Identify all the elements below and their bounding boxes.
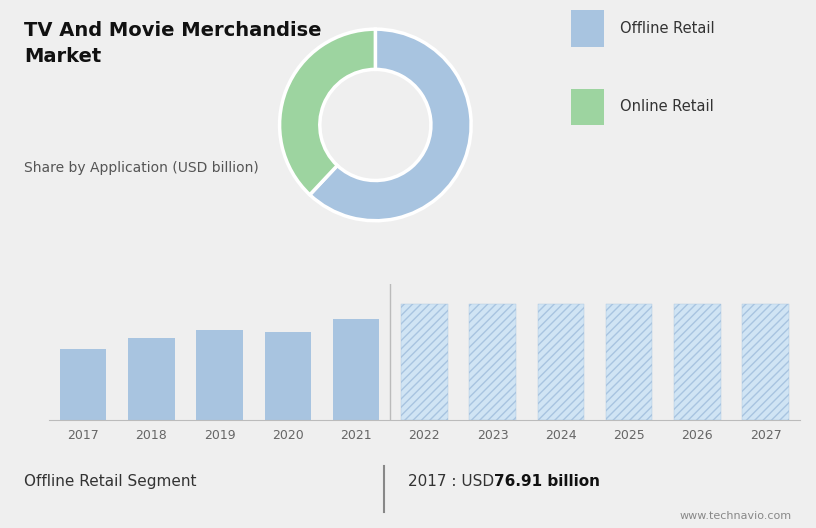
Text: Online Retail: Online Retail (620, 99, 714, 114)
Wedge shape (310, 29, 471, 221)
Text: www.technavio.com: www.technavio.com (680, 511, 792, 521)
Bar (264, 332, 311, 420)
Text: 76.91 billion: 76.91 billion (494, 474, 600, 489)
Text: Offline Retail Segment: Offline Retail Segment (24, 474, 197, 489)
Bar (401, 304, 447, 420)
Text: Share by Application (USD billion): Share by Application (USD billion) (24, 162, 259, 175)
Bar (60, 350, 106, 420)
Wedge shape (280, 29, 375, 195)
Bar (333, 319, 379, 420)
Bar (743, 304, 789, 420)
Text: 2017 : USD: 2017 : USD (408, 474, 499, 489)
Text: TV And Movie Merchandise
Market: TV And Movie Merchandise Market (24, 21, 322, 67)
FancyBboxPatch shape (571, 89, 604, 125)
Bar (197, 330, 243, 420)
Bar (605, 304, 652, 420)
Bar (128, 338, 175, 420)
Bar (674, 304, 721, 420)
Text: Offline Retail: Offline Retail (620, 21, 715, 36)
FancyBboxPatch shape (571, 11, 604, 47)
Bar (469, 304, 516, 420)
Bar (538, 304, 584, 420)
